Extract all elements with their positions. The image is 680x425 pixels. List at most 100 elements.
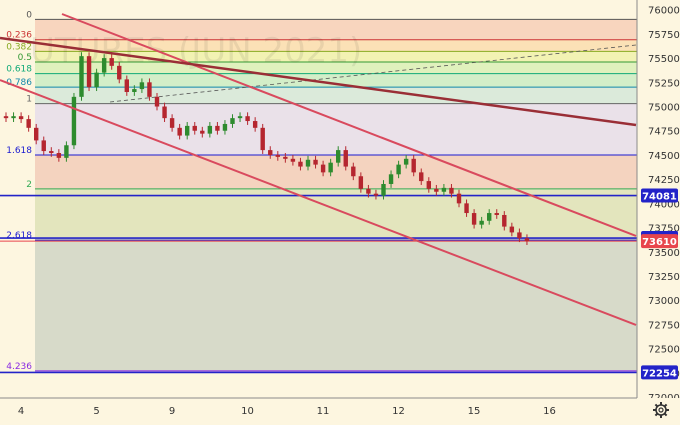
candle-body[interactable]	[290, 158, 296, 162]
candle-body[interactable]	[471, 213, 477, 225]
candle-body[interactable]	[502, 214, 507, 227]
candle-body[interactable]	[509, 226, 515, 233]
candle-body[interactable]	[41, 140, 46, 152]
candle-body[interactable]	[524, 238, 530, 242]
candle-body[interactable]	[147, 82, 152, 97]
candle-body[interactable]	[3, 116, 9, 119]
price-tag-label: 74081	[642, 192, 677, 203]
candle-body[interactable]	[381, 183, 386, 196]
candle-body[interactable]	[449, 187, 454, 194]
candle-body[interactable]	[207, 125, 213, 134]
candle-body[interactable]	[132, 89, 137, 92]
candle-body[interactable]	[464, 203, 469, 214]
candle-body[interactable]	[403, 158, 409, 165]
candle-body[interactable]	[358, 176, 364, 189]
gear-icon[interactable]	[653, 402, 669, 418]
fib-band	[35, 240, 637, 371]
candle-body[interactable]	[328, 162, 333, 173]
price-tick-label: 76000	[648, 6, 680, 17]
candle-body[interactable]	[124, 79, 129, 92]
fib-level-label: 1.618	[6, 146, 32, 156]
candle-body[interactable]	[351, 166, 356, 177]
channel-upper-line[interactable]	[61, 13, 637, 237]
candle-body[interactable]	[169, 118, 175, 128]
price-tick-label: 75500	[648, 54, 680, 65]
time-tick-label: 11	[317, 406, 330, 417]
candle-body[interactable]	[373, 193, 379, 196]
candle-body[interactable]	[305, 159, 311, 167]
time-axis[interactable]: 4 5 9 10 11 12 15 16	[18, 406, 556, 417]
price-tick-label: 74750	[648, 127, 680, 138]
candle-body[interactable]	[434, 188, 439, 192]
candle-body[interactable]	[71, 96, 77, 146]
candle-body[interactable]	[109, 58, 114, 66]
candle-body[interactable]	[192, 125, 197, 131]
candle-body[interactable]	[79, 56, 84, 97]
price-tick-label: 74500	[648, 151, 680, 162]
price-tick-label: 74250	[648, 175, 680, 186]
candle-body[interactable]	[441, 187, 447, 192]
fib-band	[35, 39, 637, 52]
candles	[3, 52, 530, 245]
candle-body[interactable]	[336, 150, 341, 163]
price-tick-label: 73250	[648, 272, 680, 283]
candle-body[interactable]	[34, 127, 39, 141]
candle-body[interactable]	[313, 159, 318, 165]
candle-body[interactable]	[200, 130, 205, 134]
candle-body[interactable]	[343, 150, 348, 167]
fib-level-label: 2	[26, 180, 32, 190]
candle-body[interactable]	[411, 158, 416, 173]
candle-body[interactable]	[298, 161, 303, 167]
price-tag-label: 73610	[642, 237, 677, 248]
price-tick-label: 73000	[648, 296, 680, 307]
candle-body[interactable]	[320, 164, 326, 173]
price-tag	[641, 365, 678, 380]
candle-body[interactable]	[18, 116, 24, 120]
candle-body[interactable]	[260, 127, 265, 151]
candle-body[interactable]	[494, 213, 499, 215]
candle-body[interactable]	[237, 116, 243, 119]
candle-body[interactable]	[222, 123, 228, 131]
candle-body[interactable]	[64, 145, 69, 158]
candle-body[interactable]	[117, 65, 122, 80]
candle-body[interactable]	[487, 213, 492, 221]
time-tick-label: 12	[392, 406, 405, 417]
candle-body[interactable]	[252, 121, 258, 128]
time-axis-background	[0, 398, 680, 421]
fib-band	[35, 87, 637, 104]
candle-body[interactable]	[230, 118, 235, 124]
candle-body[interactable]	[185, 125, 190, 136]
candle-body[interactable]	[388, 174, 394, 184]
long-trend-line[interactable]	[0, 36, 637, 127]
channel-lower-line[interactable]	[0, 79, 637, 326]
candle-body[interactable]	[245, 116, 250, 122]
price-tick-label: 74000	[648, 199, 680, 210]
candle-body[interactable]	[479, 220, 484, 225]
candle-body[interactable]	[162, 106, 167, 119]
fib-band	[35, 51, 637, 62]
price-tick-label: 72500	[648, 345, 680, 356]
candle-body[interactable]	[56, 153, 62, 158]
candle-body[interactable]	[26, 119, 31, 128]
candle-body[interactable]	[215, 125, 220, 131]
candle-body[interactable]	[94, 72, 99, 88]
candle-body[interactable]	[366, 188, 371, 194]
candle-body[interactable]	[456, 193, 462, 204]
candle-body[interactable]	[426, 181, 431, 189]
candle-body[interactable]	[49, 151, 54, 154]
candle-body[interactable]	[86, 56, 92, 88]
candle-body[interactable]	[419, 172, 424, 182]
candle-body[interactable]	[275, 154, 280, 157]
candle-body[interactable]	[177, 127, 182, 136]
candle-body[interactable]	[154, 96, 160, 107]
time-tick-label: 15	[468, 406, 481, 417]
candle-body[interactable]	[396, 164, 401, 175]
candle-body[interactable]	[283, 156, 288, 159]
candle-body[interactable]	[101, 58, 107, 73]
candle-body[interactable]	[268, 150, 273, 155]
candle-body[interactable]	[139, 82, 145, 90]
candle-body[interactable]	[11, 116, 16, 119]
candle-body[interactable]	[517, 232, 522, 239]
